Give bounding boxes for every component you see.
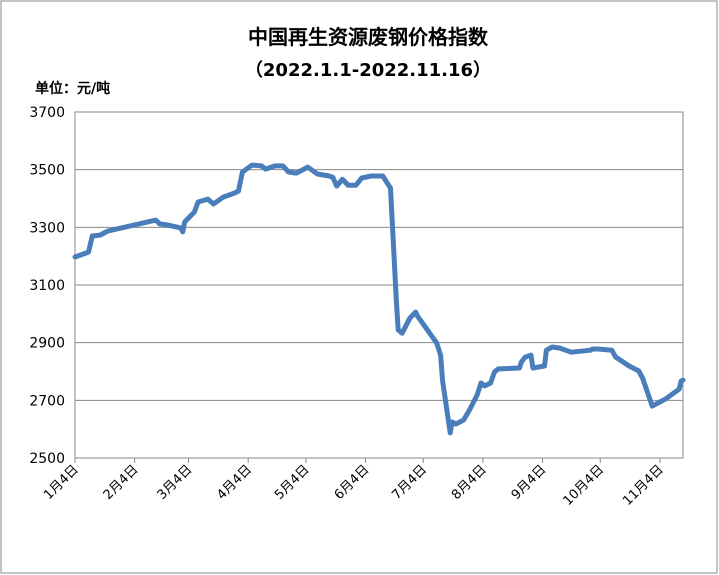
chart-subtitle: （2022.1.1-2022.11.16） xyxy=(245,60,491,81)
plot-border xyxy=(74,111,684,459)
y-tick-label: 3700 xyxy=(29,105,65,121)
y-tick-label: 3100 xyxy=(29,278,65,294)
y-axis-label: 单位：元/吨 xyxy=(35,80,110,97)
y-tick-label: 2500 xyxy=(29,451,65,467)
chart-title: 中国再生资源废钢价格指数 xyxy=(248,25,489,49)
y-tick-label: 3500 xyxy=(29,163,65,179)
y-tick-label: 3300 xyxy=(29,220,65,236)
marks xyxy=(72,162,686,436)
y-tick-label: 2700 xyxy=(29,393,65,409)
y-tick-label: 2900 xyxy=(29,336,65,352)
line-series xyxy=(72,162,686,436)
